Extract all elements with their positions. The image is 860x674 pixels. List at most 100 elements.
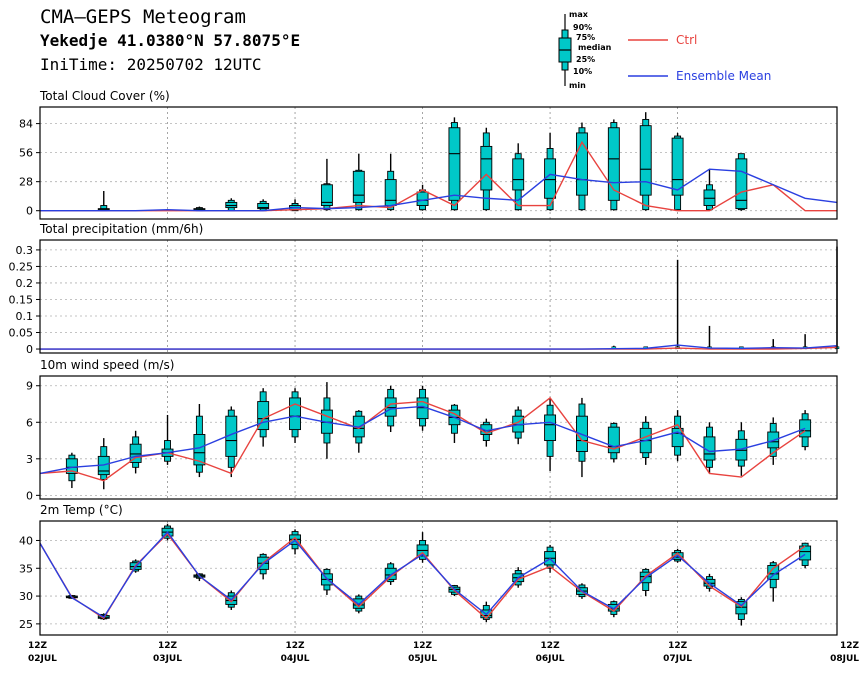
box-21: [703, 169, 716, 211]
y-tick-label: 0.2: [16, 277, 34, 290]
box-iqr: [576, 132, 588, 196]
box-7: [257, 199, 270, 212]
y-tick-label: 0.05: [9, 327, 34, 340]
box-iqr: [257, 202, 270, 210]
box-20: [671, 132, 684, 211]
y-tick-label: 0: [26, 343, 33, 356]
time-tick-hour: 12Z: [541, 641, 561, 651]
panel-title: 10m wind speed (m/s): [40, 358, 174, 372]
box-20: [671, 410, 684, 462]
y-tick-label: 0.15: [9, 293, 34, 306]
time-tick-date: 05JUL: [408, 654, 437, 664]
time-tick-hour: 12Z: [413, 641, 433, 651]
ensemble-mean-line: [39, 531, 806, 619]
box-iqr: [480, 145, 493, 191]
box-13: [448, 404, 461, 443]
box-17: [576, 122, 588, 211]
box-12: [416, 184, 429, 211]
panel-frame: [39, 520, 838, 636]
legend-box-label-2: 75%: [576, 33, 595, 42]
box-iqr: [735, 158, 748, 210]
box-iqr: [512, 158, 525, 191]
legend-box-label-4: 25%: [576, 55, 595, 64]
box-16: [544, 397, 557, 471]
box-23: [767, 561, 780, 602]
legend-box-label-1: 90%: [573, 23, 592, 32]
panel-3: 2m Temp (°C) 25 30 35 40: [19, 503, 838, 636]
box-5: [193, 404, 206, 478]
box-3: [129, 430, 142, 474]
box-iqr: [671, 137, 684, 196]
y-tick-label: 0.25: [9, 260, 34, 273]
box-18: [607, 119, 620, 211]
y-tick-label: 84: [19, 118, 33, 131]
box-18: [607, 422, 620, 463]
panel-title: Total precipitation (mm/6h): [39, 222, 203, 236]
box-iqr: [320, 184, 333, 206]
box-22: [735, 597, 748, 626]
box-iqr: [671, 427, 684, 448]
box-21: [703, 422, 716, 474]
y-tick-label: 56: [19, 147, 33, 160]
time-tick-hour: 12Z: [28, 641, 48, 651]
y-tick-label: 0: [26, 205, 33, 218]
box-iqr: [384, 397, 397, 417]
time-tick-date: 08JUL: [830, 654, 859, 664]
box-iqr: [607, 426, 620, 454]
box-6: [225, 406, 238, 478]
panel-0: Total Cloud Cover (%) 0 28 56 84: [19, 89, 838, 220]
y-tick-label: 0.3: [16, 244, 34, 257]
box-9: [320, 158, 333, 211]
box-iqr: [639, 125, 652, 196]
ctrl-line: [39, 532, 806, 620]
box-iqr: [129, 443, 142, 463]
box-iqr: [607, 127, 620, 201]
box-9: [320, 382, 333, 459]
time-axis: 12Z 02JUL 12Z 03JUL 12Z 04JUL 12Z 05JUL 12Z 06JUL…: [28, 641, 859, 664]
panel-frame: [39, 375, 838, 500]
chart-title: CMA–GEPS Meteogram: [40, 6, 246, 28]
box-13: [448, 117, 461, 211]
panel-title: Total Cloud Cover (%): [39, 89, 170, 103]
box-iqr: [65, 458, 78, 474]
legend-ctrl-label: Ctrl: [676, 33, 697, 47]
time-tick-date: 07JUL: [663, 654, 692, 664]
box-iqr: [384, 179, 397, 206]
box-6: [225, 198, 238, 212]
time-tick-date: 06JUL: [536, 654, 565, 664]
box-16: [544, 132, 557, 211]
box-iqr: [289, 397, 301, 431]
y-tick-label: 25: [19, 618, 33, 631]
ensemble-mean-line: [40, 168, 838, 212]
panel-1: Total precipitation (mm/6h) 0 0.05 0.1 0.15 0…: [9, 222, 840, 356]
box-iqr: [448, 127, 461, 201]
init-time-label: IniTime: 20250702 12UTC: [40, 55, 262, 74]
y-tick-label: 0.1: [16, 310, 34, 323]
y-tick-label: 9: [26, 380, 33, 393]
box-17: [576, 397, 588, 478]
box-14: [480, 127, 493, 211]
legend-box-label-3: median: [578, 43, 612, 52]
box-iqr: [384, 567, 397, 580]
y-tick-label: 6: [26, 416, 33, 429]
y-tick-label: 30: [19, 590, 33, 603]
box-iqr: [193, 434, 206, 466]
ensemble-mean-line: [40, 344, 838, 350]
box-iqr: [767, 565, 780, 580]
box-iqr: [544, 158, 557, 199]
legend-mean-label: Ensemble Mean: [676, 69, 771, 83]
ensemble-mean-line: [39, 405, 806, 475]
panel-frame: [39, 239, 838, 354]
legend-box-label-0: max: [569, 10, 589, 19]
legend-box-label-6: min: [569, 81, 586, 90]
box-10: [352, 153, 365, 211]
box-iqr: [544, 414, 557, 441]
time-tick-date: 04JUL: [281, 654, 310, 664]
y-tick-label: 3: [26, 453, 33, 466]
y-tick-label: 40: [19, 534, 33, 547]
ctrl-line: [40, 140, 837, 212]
box-2: [97, 191, 110, 212]
time-tick-hour: 12Z: [158, 641, 178, 651]
legend: max 90%75%median 25% 10% min Ctrl Ensemble Mea…: [558, 10, 771, 90]
